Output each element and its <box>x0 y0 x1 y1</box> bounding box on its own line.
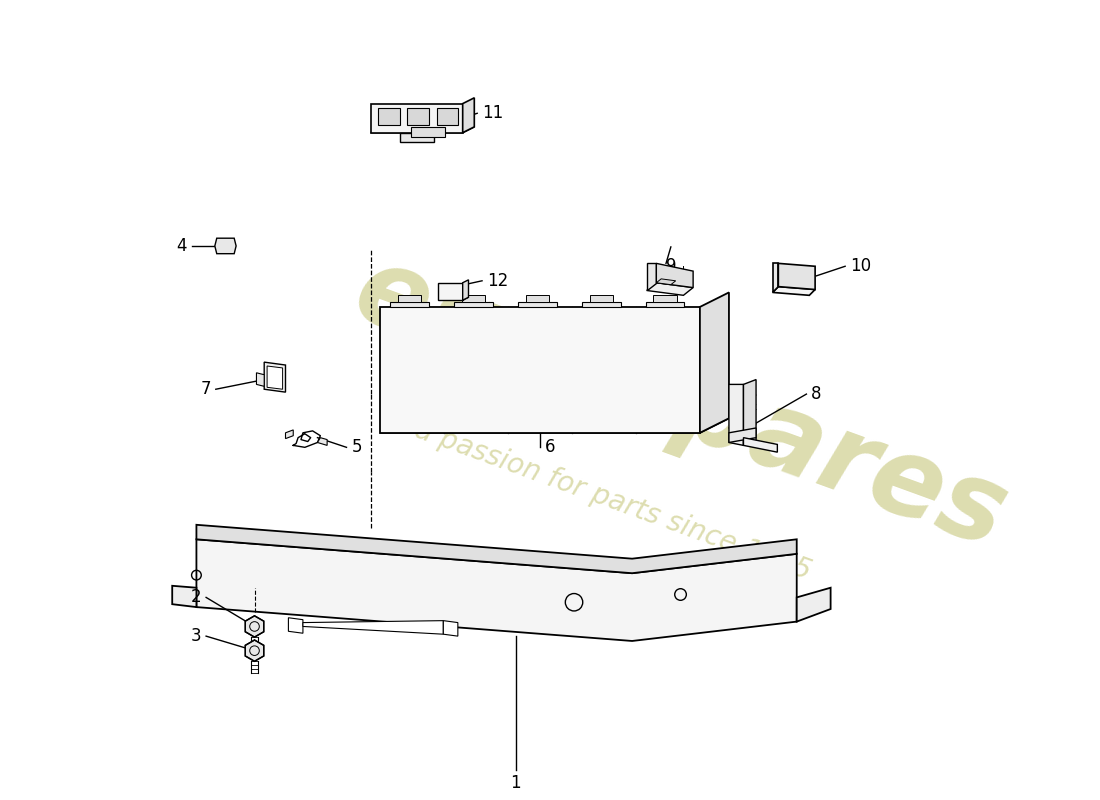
Polygon shape <box>590 295 613 302</box>
Polygon shape <box>772 286 815 295</box>
Text: 1: 1 <box>510 774 521 792</box>
Polygon shape <box>245 640 264 662</box>
Text: 10: 10 <box>850 258 871 275</box>
Polygon shape <box>411 127 446 137</box>
Polygon shape <box>772 263 779 293</box>
Text: a passion for parts since 1985: a passion for parts since 1985 <box>410 416 815 586</box>
Polygon shape <box>518 302 557 307</box>
Text: 7: 7 <box>200 380 211 398</box>
Polygon shape <box>245 616 264 637</box>
Polygon shape <box>647 263 657 290</box>
Polygon shape <box>463 98 474 133</box>
Polygon shape <box>744 438 778 452</box>
Polygon shape <box>197 539 796 641</box>
Polygon shape <box>437 109 458 125</box>
Polygon shape <box>729 384 744 446</box>
Text: 8: 8 <box>811 385 822 403</box>
Polygon shape <box>381 418 729 433</box>
Polygon shape <box>264 362 286 392</box>
Polygon shape <box>267 366 283 390</box>
Polygon shape <box>390 302 429 307</box>
Text: eurospares: eurospares <box>340 237 1021 570</box>
Polygon shape <box>779 263 815 290</box>
Text: 2: 2 <box>190 589 201 606</box>
Polygon shape <box>378 109 399 125</box>
Polygon shape <box>657 263 693 287</box>
Polygon shape <box>463 280 469 300</box>
Polygon shape <box>399 133 433 142</box>
Polygon shape <box>288 618 302 634</box>
Text: 4: 4 <box>176 237 187 255</box>
Polygon shape <box>256 373 264 386</box>
Polygon shape <box>371 127 474 133</box>
Polygon shape <box>371 104 463 133</box>
Polygon shape <box>443 621 458 636</box>
Polygon shape <box>647 282 693 295</box>
Text: 5: 5 <box>351 438 362 456</box>
Polygon shape <box>381 307 700 433</box>
Polygon shape <box>286 430 294 438</box>
Polygon shape <box>657 279 675 285</box>
Polygon shape <box>582 302 620 307</box>
Polygon shape <box>398 295 421 302</box>
Polygon shape <box>214 238 236 254</box>
Polygon shape <box>439 282 463 300</box>
Polygon shape <box>462 295 485 302</box>
Polygon shape <box>439 298 469 300</box>
Polygon shape <box>700 293 729 433</box>
Polygon shape <box>526 295 549 302</box>
Polygon shape <box>407 109 429 125</box>
Polygon shape <box>646 302 684 307</box>
Polygon shape <box>653 295 676 302</box>
Text: 9: 9 <box>666 257 676 274</box>
Polygon shape <box>744 379 756 446</box>
Text: 6: 6 <box>544 438 556 456</box>
Text: 3: 3 <box>190 627 201 645</box>
Polygon shape <box>197 525 796 574</box>
Polygon shape <box>729 428 756 442</box>
Text: 11: 11 <box>482 104 504 122</box>
Polygon shape <box>454 302 493 307</box>
Text: 12: 12 <box>487 272 508 290</box>
Polygon shape <box>796 588 830 622</box>
Polygon shape <box>173 586 197 607</box>
Polygon shape <box>302 621 443 634</box>
Polygon shape <box>318 438 327 446</box>
